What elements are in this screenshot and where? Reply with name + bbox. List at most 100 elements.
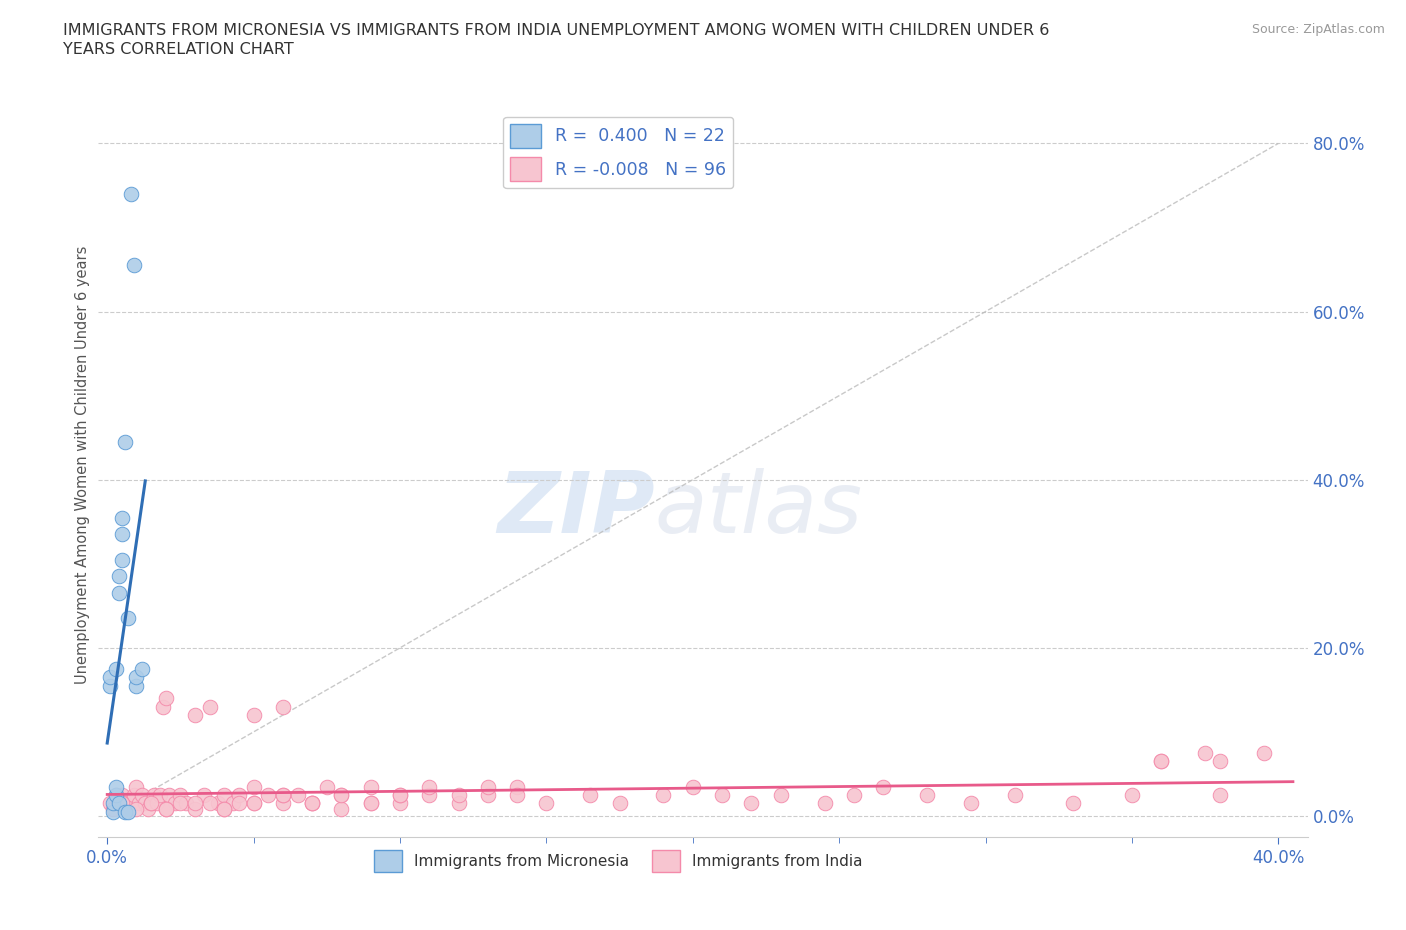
Point [125,802,148,817]
Point [98,670,121,684]
Point [242,708,264,723]
Point [360,796,382,811]
Text: YEARS CORRELATION CHART: YEARS CORRELATION CHART [63,42,294,57]
Point [477,779,499,794]
Point [193,788,215,803]
Y-axis label: Unemployment Among Women with Children Under 6 years: Unemployment Among Women with Children U… [75,246,90,684]
Point [111,527,134,542]
Point [136,802,159,817]
Point [111,552,134,567]
Point [184,802,207,817]
Point [198,796,221,811]
Text: IMMIGRANTS FROM MICRONESIA VS IMMIGRANTS FROM INDIA UNEMPLOYMENT AMONG WOMEN WIT: IMMIGRANTS FROM MICRONESIA VS IMMIGRANTS… [63,23,1050,38]
Point [207,796,229,811]
Point [271,788,294,803]
Point [114,804,136,819]
Point [143,788,166,803]
Point [101,804,124,819]
Point [315,779,337,794]
Point [198,699,221,714]
Point [1121,788,1143,803]
Point [101,796,124,811]
Point [1209,754,1232,769]
Point [184,796,207,811]
Point [842,788,865,803]
Point [139,796,162,811]
Point [301,796,323,811]
Point [388,788,411,803]
Point [125,779,148,794]
Point [222,796,245,811]
Point [98,678,121,693]
Point [287,788,309,803]
Point [111,510,134,525]
Point [184,708,207,723]
Text: Source: ZipAtlas.com: Source: ZipAtlas.com [1251,23,1385,36]
Point [104,788,127,803]
Point [228,796,250,811]
Point [163,796,186,811]
Point [682,779,704,794]
Point [330,788,353,803]
Point [146,796,169,811]
Point [1253,746,1275,761]
Point [134,796,156,811]
Point [104,788,127,803]
Text: atlas: atlas [655,468,863,551]
Point [125,670,148,684]
Point [271,699,294,714]
Point [111,796,134,811]
Point [149,788,172,803]
Point [271,796,294,811]
Point [155,802,177,817]
Point [104,661,127,676]
Point [301,796,323,811]
Point [111,788,134,803]
Point [117,802,139,817]
Point [228,788,250,803]
Point [108,569,131,584]
Point [157,788,180,803]
Legend: Immigrants from Micronesia, Immigrants from India: Immigrants from Micronesia, Immigrants f… [368,844,869,878]
Point [117,804,139,819]
Text: ZIP: ZIP [496,468,655,551]
Point [214,802,236,817]
Point [360,796,382,811]
Point [108,796,131,811]
Point [447,796,470,811]
Point [101,802,124,817]
Point [740,796,762,811]
Point [872,779,894,794]
Point [960,796,983,811]
Point [1150,754,1173,769]
Point [131,661,153,676]
Point [104,779,127,794]
Point [418,788,440,803]
Point [536,796,558,811]
Point [242,796,264,811]
Point [1150,754,1173,769]
Point [1062,796,1084,811]
Point [271,788,294,803]
Point [477,788,499,803]
Point [652,788,675,803]
Point [447,788,470,803]
Point [301,796,323,811]
Point [711,788,734,803]
Point [388,796,411,811]
Point [330,802,353,817]
Point [330,788,353,803]
Point [152,699,174,714]
Point [257,788,280,803]
Point [360,779,382,794]
Point [108,796,131,811]
Point [242,796,264,811]
Point [242,779,264,794]
Point [122,788,145,803]
Point [506,788,529,803]
Point [125,678,148,693]
Point [169,788,191,803]
Point [769,788,792,803]
Point [98,796,121,811]
Point [120,186,142,201]
